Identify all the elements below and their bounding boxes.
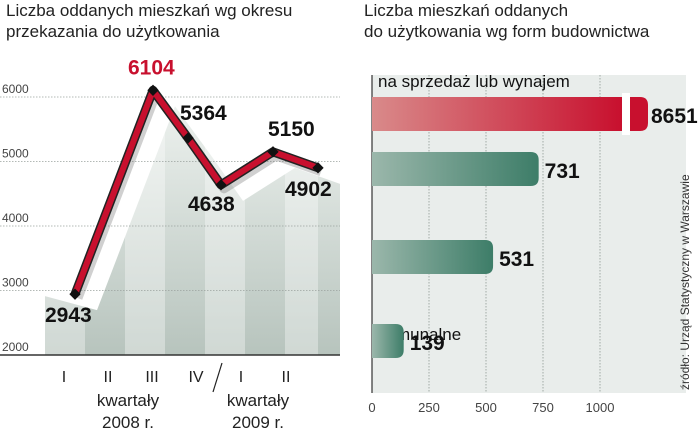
data-label: 2943: [45, 304, 92, 327]
data-label: 139: [410, 332, 445, 355]
y-tick-label: 2000: [2, 340, 29, 354]
x-tick-label: 1000: [586, 400, 615, 415]
data-point: [312, 162, 324, 174]
data-label: 4638: [188, 193, 235, 216]
right-chart-title-line2: do użytkowania wg form budownictwa: [364, 22, 650, 41]
right-chart-title-line1: Liczba mieszkań oddanych: [364, 1, 569, 20]
bar: [372, 324, 404, 358]
data-label: 8651: [651, 105, 698, 128]
y-tick-label: 3000: [2, 276, 29, 290]
source-note: źródło: Urząd Statystyczny w Warszawie: [678, 174, 692, 390]
x-tick-label: II: [282, 369, 291, 386]
x-tick-label: 500: [475, 400, 497, 415]
x-tick-label: 250: [418, 400, 440, 415]
y-tick-label: 4000: [2, 211, 29, 225]
area-shadow: [45, 106, 340, 356]
data-label: 531: [499, 248, 534, 271]
data-point: [267, 146, 279, 158]
data-point: [182, 132, 194, 144]
background-band: [45, 92, 85, 355]
x-tick-label: II: [104, 369, 113, 386]
x-group-year-label: 2008 r.: [102, 413, 154, 432]
x-tick-label: IV: [188, 369, 203, 386]
bar: [372, 97, 622, 131]
axis-break-gap: [622, 93, 630, 135]
background-band: [205, 92, 245, 355]
data-label: 4902: [285, 178, 332, 201]
y-tick-label: 5000: [2, 147, 29, 161]
x-tick-label: 750: [532, 400, 554, 415]
x-tick-label: I: [239, 369, 243, 386]
bar: [372, 240, 494, 274]
series-line: [72, 87, 320, 296]
category-label: na sprzedaż lub wynajem: [378, 72, 570, 91]
background-band: [285, 92, 318, 355]
data-label: 5150: [268, 118, 315, 141]
bar: [372, 152, 539, 186]
x-tick-label: I: [62, 369, 66, 386]
x-group-label: kwartały: [97, 391, 160, 410]
x-group-year-label: 2009 r.: [232, 413, 284, 432]
x-tick-label: 0: [368, 400, 375, 415]
x-tick-label: III: [145, 369, 158, 386]
x-group-label: kwartały: [227, 391, 290, 410]
y-tick-label: 6000: [2, 82, 29, 96]
data-label: 5364: [180, 102, 227, 125]
bar-break-tail: [630, 97, 648, 131]
data-point: [215, 179, 227, 191]
left-chart-title-line1: Liczba oddanych mieszkań wg okresu: [6, 1, 293, 20]
data-label: 731: [545, 160, 580, 183]
data-label: 6104: [128, 56, 175, 79]
year-separator: [212, 362, 223, 393]
left-chart-title-line2: przekazania do użytkowania: [6, 22, 220, 41]
